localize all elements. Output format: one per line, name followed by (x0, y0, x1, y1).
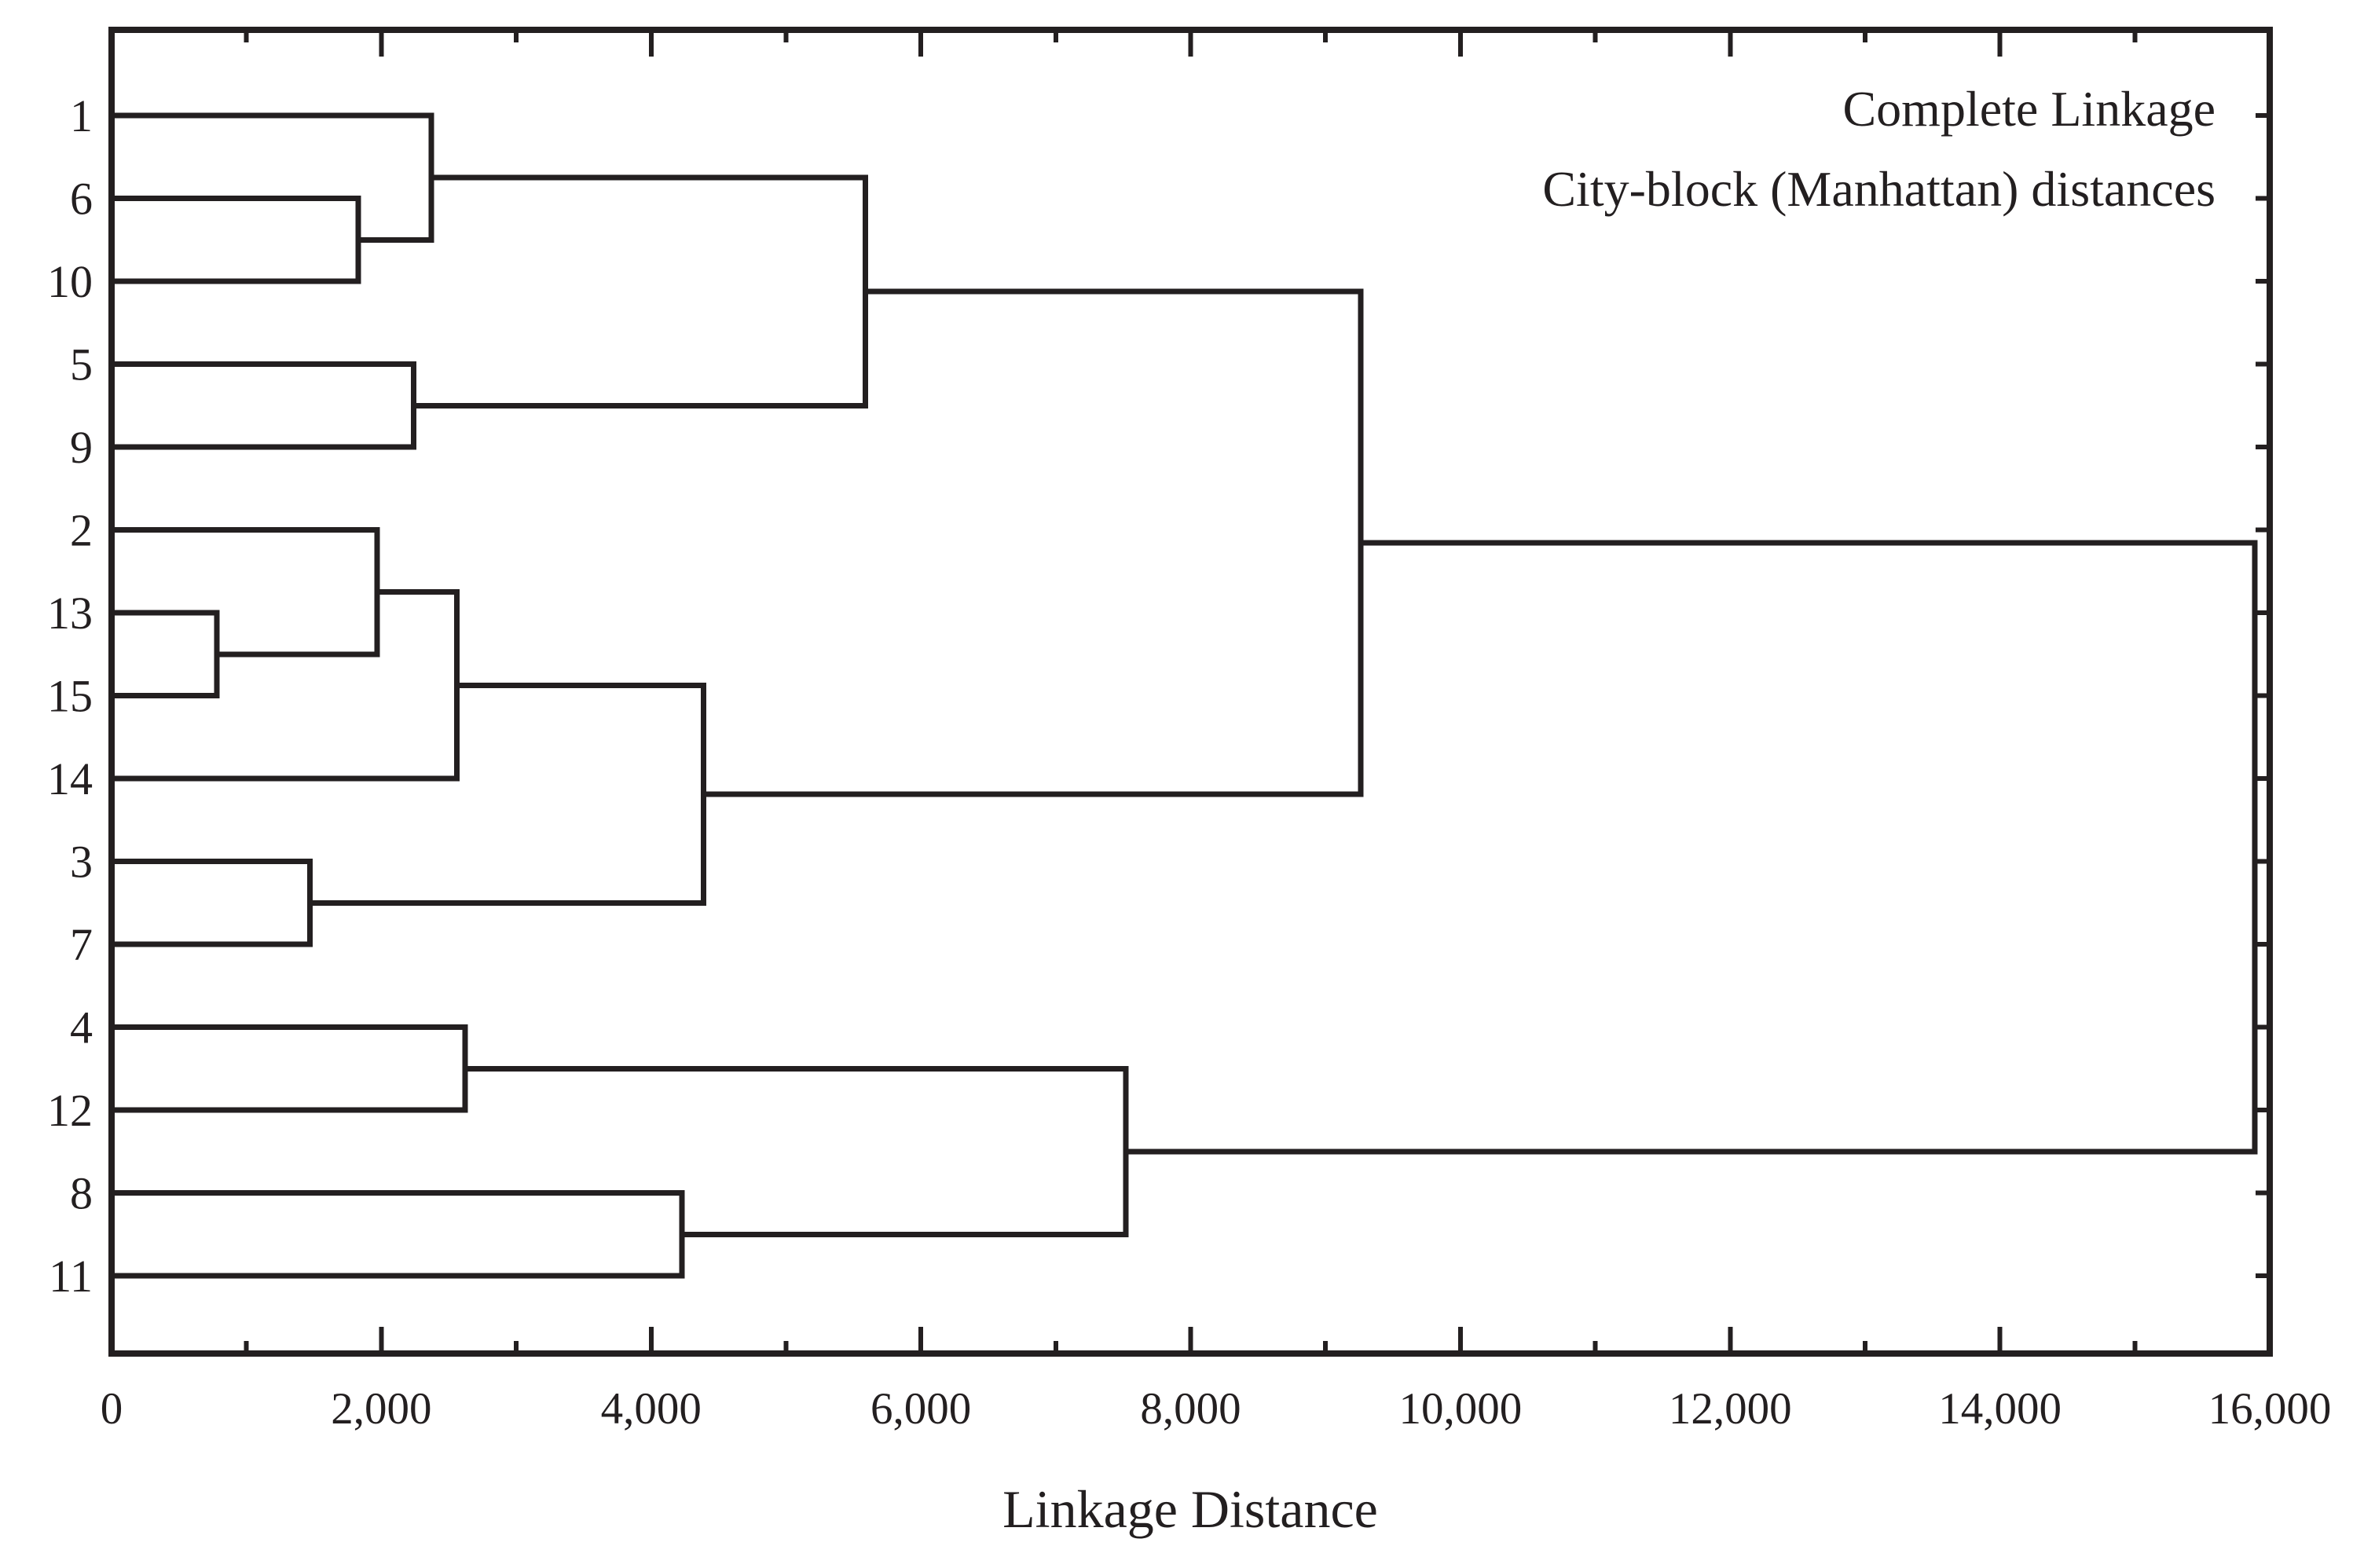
x-tick-label-4000: 4,000 (601, 1384, 702, 1434)
plot-area-border (108, 27, 2273, 1357)
leaf-label-15: 15 (47, 671, 93, 722)
leaf-label-13: 13 (47, 588, 93, 639)
tree-layer (108, 112, 2258, 1279)
x-tick-label-10000: 10,000 (1399, 1384, 1523, 1434)
leaf-label-4: 4 (70, 1002, 93, 1053)
leaf-label-11: 11 (49, 1251, 93, 1302)
leaf-label-10: 10 (47, 256, 93, 307)
plot-title-line-2: City-block (Manhattan) distances (1542, 161, 2216, 217)
x-tick-label-6000: 6,000 (870, 1384, 971, 1434)
leaf-label-3: 3 (70, 837, 93, 888)
leaf-label-9: 9 (70, 422, 93, 473)
x-tick-label-16000: 16,000 (2208, 1384, 2332, 1434)
leaf-label-6: 6 (70, 174, 93, 225)
leaf-label-7: 7 (70, 919, 93, 970)
leaf-label-14: 14 (47, 753, 93, 804)
leaf-label-1: 1 (70, 90, 93, 141)
leaf-label-2: 2 (70, 505, 93, 556)
x-tick-label-0: 0 (101, 1384, 123, 1434)
x-tick-label-2000: 2,000 (331, 1384, 431, 1434)
leaf-label-12: 12 (47, 1085, 93, 1136)
axis-layer (244, 30, 2270, 1354)
x-tick-label-14000: 14,000 (1938, 1384, 2062, 1434)
x-tick-label-8000: 8,000 (1140, 1384, 1241, 1434)
x-tick-label-12000: 12,000 (1669, 1384, 1792, 1434)
leaf-label-8: 8 (70, 1168, 93, 1219)
x-axis-title: Linkage Distance (1002, 1479, 1378, 1539)
labels-layer: 0 2,000 4,000 6,000 8,000 10,000 12,000 14,000 1… (47, 90, 2331, 1434)
leaf-label-5: 5 (70, 339, 93, 390)
plot-title-line-1: Complete Linkage (1842, 81, 2216, 137)
